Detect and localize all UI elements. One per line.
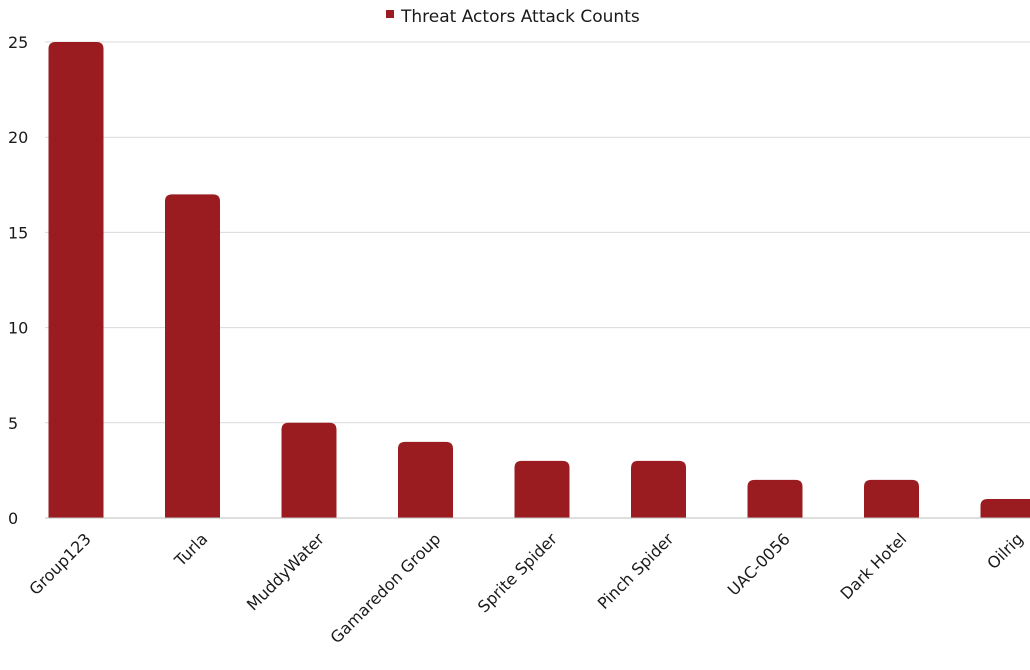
bar-muddywater xyxy=(281,422,337,518)
legend-swatch xyxy=(386,10,394,18)
y-axis-ticks: 0 5 10 15 20 25 xyxy=(8,33,28,528)
bar-dark-hotel xyxy=(864,479,919,518)
bars xyxy=(48,42,1030,518)
x-category-label: Gamaredon Group xyxy=(327,529,445,647)
bar-sprite-spider xyxy=(514,460,570,518)
legend-label: Threat Actors Attack Counts xyxy=(400,7,640,27)
y-tick-label: 10 xyxy=(8,319,28,338)
x-category-label: UAC-0056 xyxy=(724,529,794,599)
bar-uac-0056 xyxy=(747,479,803,518)
bar-pinch-spider xyxy=(631,460,686,518)
x-category-label: Sprite Spider xyxy=(474,529,561,616)
y-tick-label: 20 xyxy=(8,128,28,147)
y-tick-label: 0 xyxy=(8,509,18,528)
bar-turla xyxy=(165,194,220,518)
bar-oilrig xyxy=(980,498,1030,518)
x-category-label: Dark Hotel xyxy=(836,529,910,603)
bar-gamaredon-group xyxy=(398,441,453,518)
x-category-label: Turla xyxy=(170,529,211,570)
bar-group123 xyxy=(48,42,104,518)
x-category-label: Oilrig xyxy=(983,529,1027,573)
y-tick-label: 25 xyxy=(8,33,28,52)
x-category-label: MuddyWater xyxy=(243,529,328,614)
x-category-label: Group123 xyxy=(25,529,94,598)
y-tick-label: 15 xyxy=(8,223,28,242)
legend: Threat Actors Attack Counts xyxy=(386,7,640,27)
x-category-label: Pinch Spider xyxy=(594,529,678,613)
y-tick-label: 5 xyxy=(8,414,18,433)
